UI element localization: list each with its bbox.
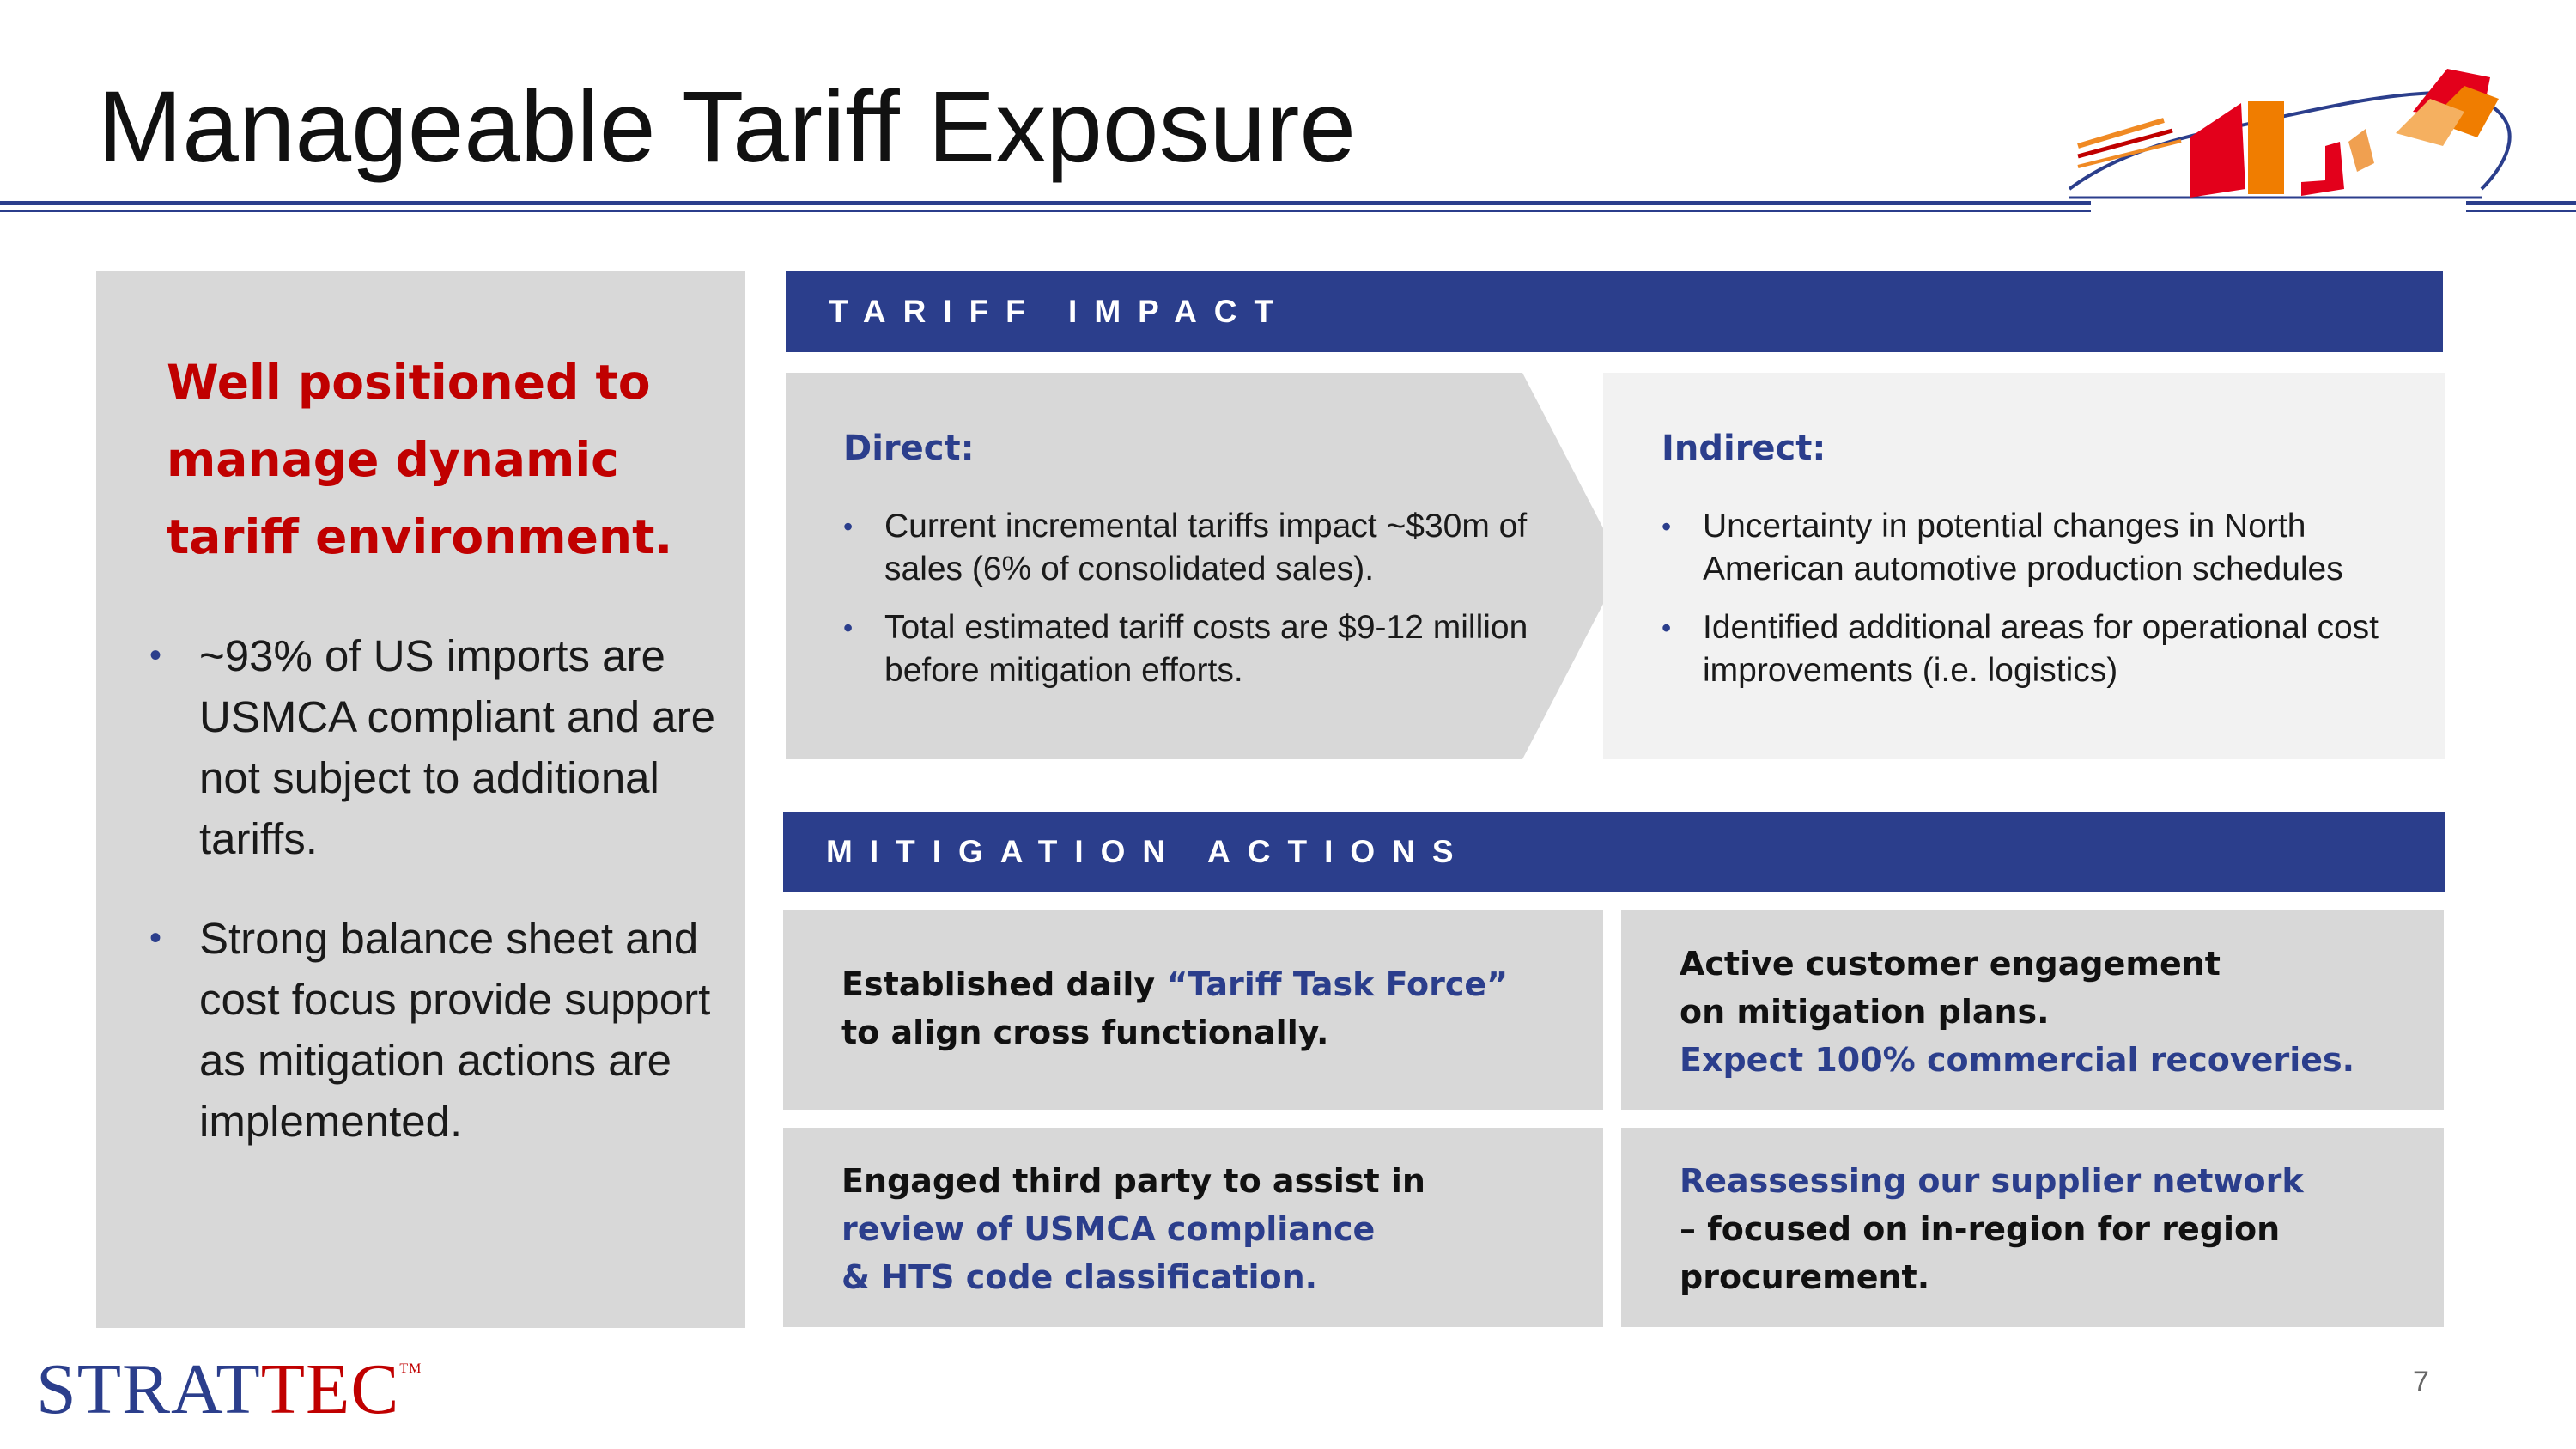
indirect-impact: Indirect: • Uncertainty in potential chan… xyxy=(1662,424,2417,708)
direct-chevron-shape xyxy=(786,373,1623,759)
direct-impact: Direct: • Current incremental tariffs imp… xyxy=(843,424,1582,708)
list-item: • Uncertainty in potential changes in Nor… xyxy=(1662,505,2417,591)
header-rule-right-bottom xyxy=(2466,210,2576,212)
indirect-panel xyxy=(1603,373,2445,759)
header-rule-top xyxy=(0,201,2091,205)
list-item: • Total estimated tariff costs are $9-12 … xyxy=(843,606,1582,692)
direct-heading: Direct: xyxy=(843,429,975,468)
list-item: • Strong balance sheet and cost focus pro… xyxy=(149,908,716,1152)
mitigation-actions-header: MITIGATION ACTIONS xyxy=(783,812,2445,892)
indirect-heading: Indirect: xyxy=(1662,429,1826,468)
page-number: 7 xyxy=(2413,1366,2429,1398)
page-title: Manageable Tariff Exposure xyxy=(98,70,1357,184)
mitigation-card-task-force: Established daily “Tariff Task Force” to… xyxy=(783,910,1603,1110)
mitigation-card-customer-engagement: Active customer engagement on mitigation… xyxy=(1621,910,2444,1110)
bullet-icon: • xyxy=(1662,511,1672,542)
list-item: • ~93% of US imports are USMCA compliant … xyxy=(149,625,716,869)
tariff-impact-header: TARIFF IMPACT xyxy=(786,271,2443,352)
bullet-icon: • xyxy=(843,511,854,542)
bullet-icon: • xyxy=(149,636,162,674)
bullet-icon: • xyxy=(1662,612,1672,643)
header-rule-right-top xyxy=(2466,201,2576,205)
header-rule-bottom xyxy=(0,210,2091,212)
mitigation-card-supplier-network: Reassessing our supplier network – focus… xyxy=(1621,1128,2444,1327)
vehicle-graphic-icon xyxy=(2068,69,2512,199)
list-item: • Current incremental tariffs impact ~$30… xyxy=(843,505,1582,591)
bullet-icon: • xyxy=(843,612,854,643)
strattec-logo: STRATTECTM xyxy=(36,1349,422,1429)
bullet-icon: • xyxy=(149,919,162,957)
list-item: • Identified additional areas for operati… xyxy=(1662,606,2417,692)
summary-panel: Well positioned to manage dynamic tariff… xyxy=(96,271,745,1328)
summary-bullets: • ~93% of US imports are USMCA compliant … xyxy=(149,625,716,1190)
mitigation-card-third-party: Engaged third party to assist in review … xyxy=(783,1128,1603,1327)
summary-headline: Well positioned to manage dynamic tariff… xyxy=(167,355,673,564)
